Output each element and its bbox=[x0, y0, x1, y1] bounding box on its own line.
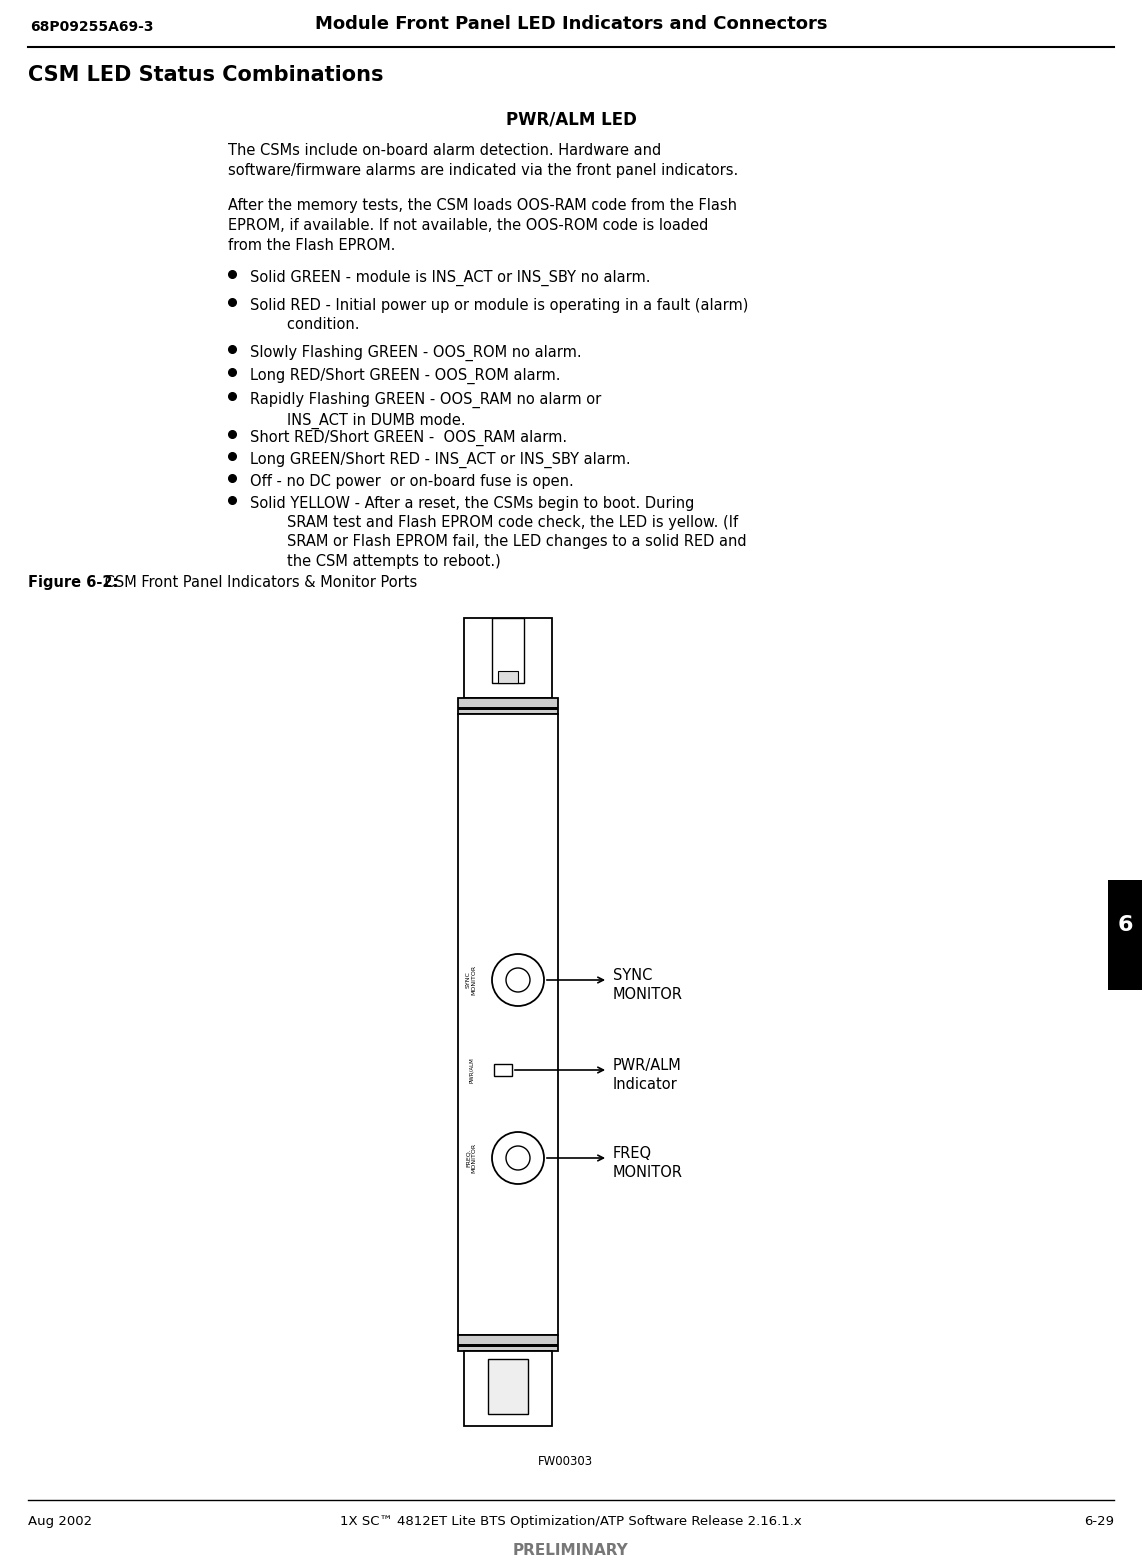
Text: FW00303: FW00303 bbox=[538, 1455, 593, 1468]
Bar bbox=[458, 707, 558, 711]
Text: CSM Front Panel Indicators & Monitor Ports: CSM Front Panel Indicators & Monitor Por… bbox=[100, 574, 417, 590]
Text: 68P09255A69-3: 68P09255A69-3 bbox=[30, 20, 153, 34]
Text: Long GREEN/Short RED - INS_ACT or INS_SBY alarm.: Long GREEN/Short RED - INS_ACT or INS_SB… bbox=[250, 452, 630, 468]
Circle shape bbox=[506, 969, 530, 992]
Bar bbox=[492, 618, 524, 682]
Text: Solid YELLOW - After a reset, the CSMs begin to boot. During
        SRAM test a: Solid YELLOW - After a reset, the CSMs b… bbox=[250, 496, 747, 568]
Text: 6-29: 6-29 bbox=[1084, 1515, 1113, 1527]
Circle shape bbox=[506, 1146, 530, 1171]
Bar bbox=[458, 698, 558, 714]
Text: PWR/ALM: PWR/ALM bbox=[468, 1056, 474, 1083]
Bar bbox=[488, 1358, 528, 1415]
Text: Long RED/Short GREEN - OOS_ROM alarm.: Long RED/Short GREEN - OOS_ROM alarm. bbox=[250, 368, 561, 383]
Bar bbox=[464, 1351, 552, 1426]
Bar bbox=[464, 618, 552, 698]
Text: The CSMs include on-board alarm detection. Hardware and
software/firmware alarms: The CSMs include on-board alarm detectio… bbox=[228, 142, 738, 178]
Text: Module Front Panel LED Indicators and Connectors: Module Front Panel LED Indicators and Co… bbox=[315, 16, 827, 33]
Text: Solid RED - Initial power up or module is operating in a fault (alarm)
        c: Solid RED - Initial power up or module i… bbox=[250, 297, 748, 332]
Bar bbox=[1108, 880, 1142, 991]
Text: Rapidly Flashing GREEN - OOS_RAM no alarm or
        INS_ACT in DUMB mode.: Rapidly Flashing GREEN - OOS_RAM no alar… bbox=[250, 391, 601, 429]
Text: 6: 6 bbox=[1117, 916, 1133, 934]
Circle shape bbox=[492, 1131, 544, 1185]
Text: Short RED/Short GREEN -  OOS_RAM alarm.: Short RED/Short GREEN - OOS_RAM alarm. bbox=[250, 430, 568, 446]
Text: After the memory tests, the CSM loads OOS-RAM code from the Flash
EPROM, if avai: After the memory tests, the CSM loads OO… bbox=[228, 199, 737, 252]
Text: FREQ
MONITOR: FREQ MONITOR bbox=[613, 1146, 683, 1180]
Bar bbox=[498, 671, 518, 682]
Text: Figure 6-2:: Figure 6-2: bbox=[29, 574, 119, 590]
Bar bbox=[458, 714, 558, 1335]
Text: Solid GREEN - module is INS_ACT or INS_SBY no alarm.: Solid GREEN - module is INS_ACT or INS_S… bbox=[250, 271, 651, 286]
Bar bbox=[458, 1344, 558, 1347]
Text: PWR/ALM
Indicator: PWR/ALM Indicator bbox=[613, 1058, 682, 1092]
Text: 1X SC™ 4812ET Lite BTS Optimization/ATP Software Release 2.16.1.x: 1X SC™ 4812ET Lite BTS Optimization/ATP … bbox=[340, 1515, 802, 1527]
Bar bbox=[494, 1064, 512, 1077]
Bar bbox=[458, 1335, 558, 1351]
Text: SYNC
MONITOR: SYNC MONITOR bbox=[613, 969, 683, 1002]
Text: Aug 2002: Aug 2002 bbox=[29, 1515, 93, 1527]
Circle shape bbox=[492, 955, 544, 1006]
Text: Slowly Flashing GREEN - OOS_ROM no alarm.: Slowly Flashing GREEN - OOS_ROM no alarm… bbox=[250, 344, 581, 362]
Text: Off - no DC power  or on-board fuse is open.: Off - no DC power or on-board fuse is op… bbox=[250, 474, 573, 488]
Text: CSM LED Status Combinations: CSM LED Status Combinations bbox=[29, 66, 384, 85]
Text: FREQ.
MONITOR: FREQ. MONITOR bbox=[466, 1142, 476, 1174]
Text: PRELIMINARY: PRELIMINARY bbox=[513, 1543, 629, 1559]
Text: PWR/ALM LED: PWR/ALM LED bbox=[506, 110, 636, 128]
Text: SYNC
MONITOR: SYNC MONITOR bbox=[466, 966, 476, 995]
